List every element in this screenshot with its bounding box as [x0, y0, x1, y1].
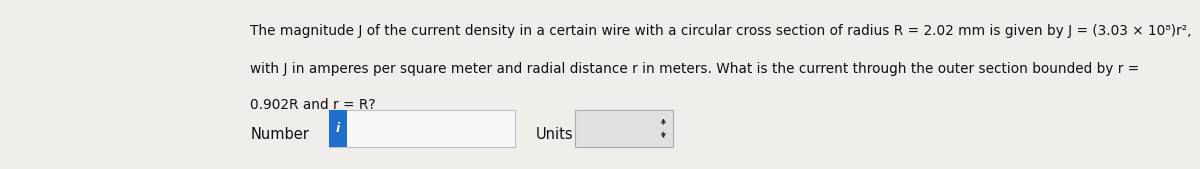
Text: with J in amperes per square meter and radial distance r in meters. What is the : with J in amperes per square meter and r… — [251, 62, 1140, 76]
Text: i: i — [336, 122, 340, 135]
FancyBboxPatch shape — [329, 110, 515, 147]
Text: Number: Number — [251, 127, 310, 142]
FancyBboxPatch shape — [329, 110, 347, 147]
Text: The magnitude J of the current density in a certain wire with a circular cross s: The magnitude J of the current density i… — [251, 24, 1192, 38]
FancyBboxPatch shape — [575, 110, 673, 147]
Text: Units: Units — [536, 127, 574, 142]
Text: 0.902R and r = R?: 0.902R and r = R? — [251, 98, 376, 112]
